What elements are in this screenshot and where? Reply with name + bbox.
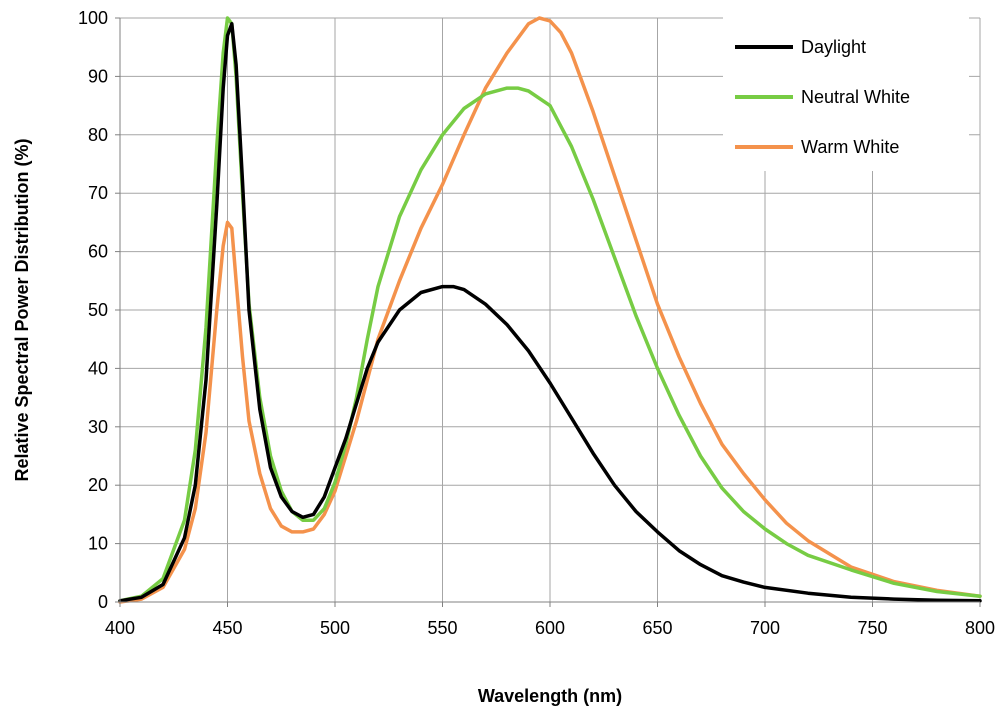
x-tick-label: 550	[427, 618, 457, 638]
x-tick-label: 450	[212, 618, 242, 638]
y-tick-label: 30	[88, 417, 108, 437]
legend-box	[723, 13, 969, 171]
y-axis-title: Relative Spectral Power Distribution (%)	[12, 138, 32, 481]
x-tick-label: 700	[750, 618, 780, 638]
y-tick-label: 60	[88, 242, 108, 262]
x-tick-label: 800	[965, 618, 995, 638]
y-tick-label: 40	[88, 358, 108, 378]
y-tick-label: 20	[88, 475, 108, 495]
y-tick-label: 10	[88, 534, 108, 554]
x-tick-label: 400	[105, 618, 135, 638]
series-line-daylight	[118, 22, 982, 603]
legend: Daylight Neutral White Warm White	[723, 13, 969, 171]
x-tick-label: 600	[535, 618, 565, 638]
y-tick-label: 80	[88, 125, 108, 145]
x-axis-title: Wavelength (nm)	[478, 686, 622, 706]
x-tick-label: 500	[320, 618, 350, 638]
y-tick-label: 90	[88, 66, 108, 86]
y-tick-label: 50	[88, 300, 108, 320]
x-tick-label: 750	[857, 618, 887, 638]
x-tick-label: 650	[642, 618, 672, 638]
legend-label-warm-white: Warm White	[801, 137, 899, 157]
legend-label-neutral-white: Neutral White	[801, 87, 910, 107]
series-line-warm-white	[118, 16, 982, 604]
y-tick-label: 70	[88, 183, 108, 203]
y-tick-label: 0	[98, 592, 108, 612]
legend-label-daylight: Daylight	[801, 37, 866, 57]
series-line-neutral-white	[118, 16, 982, 603]
y-tick-label: 100	[78, 8, 108, 28]
series-layer	[118, 16, 982, 604]
axis-layer: 0 10 20 30 40 50 60 70 80 90 100 400 450 500 550 600 650…	[78, 8, 995, 638]
